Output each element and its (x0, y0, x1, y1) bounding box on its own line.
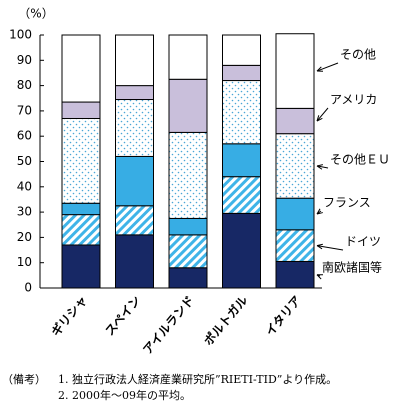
bar-segment (168, 234, 208, 269)
bar-segment (61, 202, 101, 216)
legend-arrowhead (316, 66, 324, 72)
bar-segment (61, 117, 101, 204)
legend-arrowhead (316, 208, 323, 215)
bar-segment (115, 85, 154, 101)
legend-label: アメリカ (330, 93, 377, 107)
bar-segment (222, 212, 261, 289)
bar-segment (168, 78, 208, 133)
bar-segment (275, 229, 315, 262)
y-tick-label: 50 (17, 154, 32, 168)
legend-label: その他ＥＵ (330, 153, 390, 167)
y-tick-label: 40 (17, 179, 32, 193)
legend-arrow (316, 107, 329, 122)
bar-segment (61, 244, 101, 289)
bar-segment (275, 107, 315, 135)
legend-arrow (316, 165, 329, 169)
bar-segment (275, 133, 315, 199)
legend-label: その他 (340, 48, 376, 62)
bar-segment (222, 176, 261, 214)
y-tick-label: 30 (17, 205, 32, 219)
bar-segment (222, 34, 261, 66)
y-tick-label: 20 (17, 230, 32, 244)
bar-segment (115, 205, 154, 236)
x-tick-label: アイルランド (140, 293, 197, 357)
bar-segment (168, 217, 208, 236)
bar-segment (61, 101, 101, 119)
legend-arrowhead (316, 274, 324, 280)
bar-segment (222, 64, 261, 82)
y-tick-label: 100 (9, 28, 32, 42)
x-tick-label: ポルトガル (200, 293, 250, 349)
bar-segment (115, 234, 154, 289)
legend-arrow (316, 62, 339, 72)
bar-segment (115, 155, 154, 207)
legend-label: フランス (323, 196, 371, 210)
bar-segment (115, 34, 154, 87)
legend-label: 南欧諸国等 (322, 260, 382, 275)
legend-label: ドイツ (345, 235, 381, 249)
legend-arrowhead (316, 115, 323, 122)
x-tick-label: ギリシャ (48, 293, 90, 339)
y-tick-label: 10 (17, 255, 32, 269)
x-tick-label: スペイン (102, 293, 143, 338)
bar-segment (275, 33, 315, 109)
bar-segment (168, 131, 208, 219)
x-tick-label: イタリア (263, 293, 304, 338)
y-tick-label: 0 (24, 281, 32, 295)
y-tick-label: 70 (17, 103, 32, 117)
legend-arrowhead (316, 243, 323, 250)
y-unit: （%） (18, 7, 53, 21)
note: 2. 2000年～09年の平均。 (58, 388, 191, 402)
bar-segment (275, 197, 315, 231)
y-tick-label: 60 (17, 129, 32, 143)
bar-segment (168, 267, 208, 289)
bar-segment (222, 80, 261, 145)
bar-segment (275, 260, 315, 289)
bar-segment (222, 143, 261, 178)
notes-label: （備考） (2, 373, 46, 386)
bar-segment (61, 34, 101, 103)
note: 1. 独立行政法人経済産業研究所”RIETI-TID”より作成。 (58, 372, 337, 386)
y-tick-label: 90 (17, 53, 32, 67)
bar-segment (115, 99, 154, 157)
y-tick-label: 80 (17, 78, 32, 92)
legend-arrow (316, 245, 344, 251)
legend-arrowhead (316, 164, 323, 170)
bar-segment (61, 214, 101, 246)
bar-segment (168, 34, 208, 80)
